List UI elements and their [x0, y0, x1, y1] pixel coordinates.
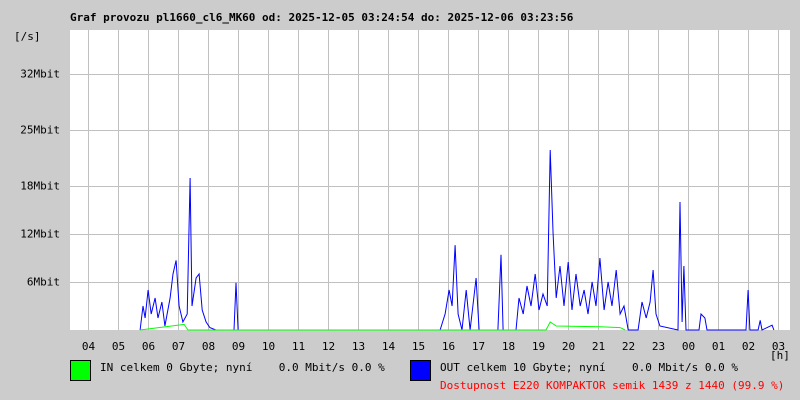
x-tick-label: 10 — [262, 340, 275, 353]
x-tick-label: 01 — [712, 340, 725, 353]
x-tick-label: 23 — [652, 340, 665, 353]
y-tick-label: 18Mbit — [20, 180, 60, 193]
x-tick-label: 22 — [622, 340, 635, 353]
x-tick-label: 06 — [142, 340, 155, 353]
y-tick-label: 32Mbit — [20, 68, 60, 81]
x-tick-label: 21 — [592, 340, 605, 353]
chart-title: Graf provozu pl1660_cl6_MK60 od: 2025-12… — [70, 11, 574, 24]
series-line — [139, 149, 775, 331]
x-tick-label: 13 — [352, 340, 365, 353]
x-axis-label: [h] — [770, 349, 790, 362]
x-tick-label: 02 — [742, 340, 755, 353]
x-tick-label: 05 — [112, 340, 125, 353]
y-tick-label: 25Mbit — [20, 124, 60, 137]
y-tick-label: 12Mbit — [20, 228, 60, 241]
x-tick-label: 03 — [772, 340, 785, 353]
series-line — [140, 321, 626, 331]
x-tick-label: 00 — [682, 340, 695, 353]
availability-note: Dostupnost E220 KOMPAKTOR semik 1439 z 1… — [440, 379, 784, 392]
y-axis-label: [/s] — [14, 30, 41, 43]
legend-in: IN celkem 0 Gbyte; nyní 0.0 Mbit/s 0.0 % — [100, 361, 385, 374]
x-tick-label: 17 — [472, 340, 485, 353]
x-tick-label: 19 — [532, 340, 545, 353]
x-tick-label: 08 — [202, 340, 215, 353]
x-tick-label: 07 — [172, 340, 185, 353]
x-tick-label: 16 — [442, 340, 455, 353]
x-tick-label: 15 — [412, 340, 425, 353]
x-tick-label: 12 — [322, 340, 335, 353]
x-tick-label: 14 — [382, 340, 396, 353]
legend-swatch-in — [70, 360, 91, 381]
x-tick-label: 04 — [82, 340, 96, 353]
x-tick-label: 11 — [292, 340, 305, 353]
y-tick-label: 6Mbit — [27, 276, 60, 289]
x-tick-label: 09 — [232, 340, 245, 353]
x-tick-label: 20 — [562, 340, 575, 353]
x-tick-label: 18 — [502, 340, 515, 353]
legend-swatch-out — [410, 360, 431, 381]
legend-out: OUT celkem 10 Gbyte; nyní 0.0 Mbit/s 0.0… — [440, 361, 738, 374]
